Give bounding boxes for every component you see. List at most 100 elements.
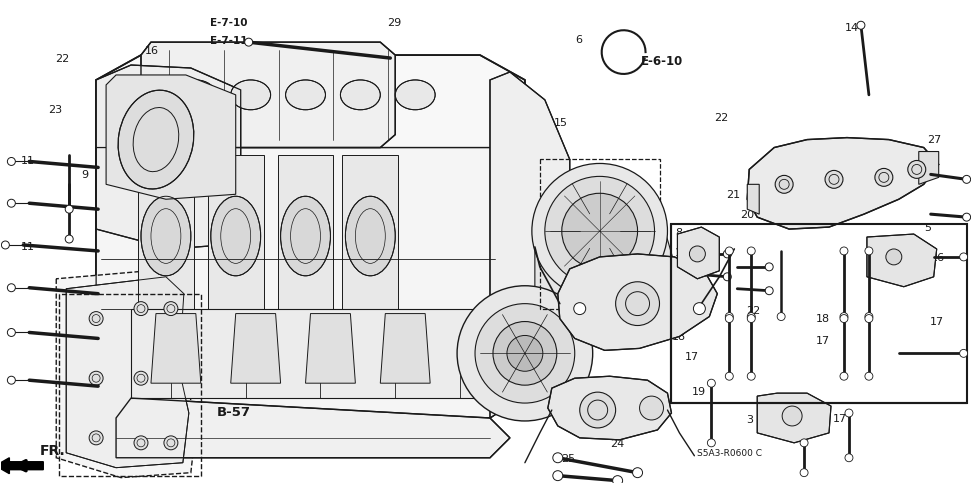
Text: FR.: FR. <box>40 443 66 457</box>
Circle shape <box>89 312 103 326</box>
Text: 10: 10 <box>539 338 553 348</box>
Circle shape <box>840 315 848 323</box>
Text: 17: 17 <box>833 413 848 423</box>
Text: E-7-11: E-7-11 <box>210 36 247 46</box>
Circle shape <box>865 373 873 380</box>
Ellipse shape <box>345 197 396 276</box>
Text: 15: 15 <box>554 118 568 128</box>
Text: 11: 11 <box>106 155 121 165</box>
Circle shape <box>845 409 853 417</box>
Text: 17: 17 <box>684 351 699 362</box>
Circle shape <box>840 313 848 321</box>
Circle shape <box>89 372 103 385</box>
Circle shape <box>725 247 733 256</box>
Circle shape <box>532 164 668 299</box>
Text: 28: 28 <box>920 161 934 171</box>
Circle shape <box>725 313 733 321</box>
Ellipse shape <box>286 81 326 110</box>
Polygon shape <box>141 43 396 148</box>
Polygon shape <box>919 152 939 185</box>
Polygon shape <box>96 66 241 249</box>
Circle shape <box>778 313 785 321</box>
Circle shape <box>845 454 853 462</box>
Circle shape <box>857 22 865 30</box>
Text: 17: 17 <box>816 336 830 346</box>
Circle shape <box>493 322 557 385</box>
Text: 5: 5 <box>924 223 931 232</box>
Circle shape <box>725 315 733 323</box>
Circle shape <box>747 373 755 380</box>
Circle shape <box>579 393 615 428</box>
Text: 23: 23 <box>48 105 62 115</box>
Polygon shape <box>747 138 939 229</box>
Text: 12: 12 <box>544 281 558 291</box>
Polygon shape <box>490 73 570 418</box>
Text: 4: 4 <box>660 296 668 306</box>
Circle shape <box>962 214 971 222</box>
Polygon shape <box>96 148 525 418</box>
Polygon shape <box>66 277 189 468</box>
Polygon shape <box>535 215 675 327</box>
Circle shape <box>553 453 563 463</box>
Circle shape <box>612 476 623 484</box>
Circle shape <box>134 436 148 450</box>
Polygon shape <box>131 309 490 398</box>
Circle shape <box>765 263 773 271</box>
Circle shape <box>245 39 253 47</box>
Circle shape <box>134 302 148 316</box>
Text: 18: 18 <box>816 313 830 323</box>
Text: B-57: B-57 <box>217 405 251 418</box>
Text: 18: 18 <box>672 313 686 323</box>
Circle shape <box>747 247 755 256</box>
Circle shape <box>65 206 73 214</box>
Circle shape <box>475 304 574 403</box>
Ellipse shape <box>176 81 216 110</box>
Polygon shape <box>548 377 672 440</box>
Text: E-7-10: E-7-10 <box>210 18 247 28</box>
Text: 17: 17 <box>930 317 944 326</box>
Circle shape <box>573 303 586 315</box>
Polygon shape <box>138 155 193 319</box>
Polygon shape <box>380 314 431 383</box>
Polygon shape <box>96 56 530 418</box>
Circle shape <box>800 469 808 477</box>
Circle shape <box>640 396 664 420</box>
Circle shape <box>959 254 967 261</box>
Circle shape <box>776 176 793 194</box>
Text: 2: 2 <box>556 381 563 392</box>
Polygon shape <box>278 155 333 319</box>
Text: 1: 1 <box>777 199 783 210</box>
Circle shape <box>633 468 642 478</box>
Circle shape <box>8 158 16 166</box>
Circle shape <box>134 372 148 385</box>
Circle shape <box>865 315 873 323</box>
Circle shape <box>1 242 10 249</box>
Text: 29: 29 <box>387 18 401 28</box>
Circle shape <box>553 471 563 481</box>
Ellipse shape <box>211 197 260 276</box>
Circle shape <box>8 284 16 292</box>
Text: 24: 24 <box>610 438 624 448</box>
Ellipse shape <box>141 197 191 276</box>
Ellipse shape <box>119 91 193 190</box>
Text: 26: 26 <box>930 253 944 262</box>
Ellipse shape <box>281 197 330 276</box>
Circle shape <box>723 250 731 258</box>
Polygon shape <box>106 76 236 200</box>
Circle shape <box>615 282 660 326</box>
Circle shape <box>689 246 706 262</box>
Text: 3: 3 <box>746 414 752 424</box>
Polygon shape <box>305 314 356 383</box>
Circle shape <box>507 336 542 372</box>
Polygon shape <box>342 155 399 319</box>
Polygon shape <box>558 255 717 350</box>
Circle shape <box>875 169 893 187</box>
Circle shape <box>89 431 103 445</box>
Polygon shape <box>867 235 937 287</box>
Text: E-6-10: E-6-10 <box>642 55 683 68</box>
Polygon shape <box>230 314 281 383</box>
Text: 9: 9 <box>81 169 88 180</box>
Circle shape <box>959 349 967 358</box>
Text: 27: 27 <box>927 135 941 145</box>
Polygon shape <box>747 185 759 215</box>
